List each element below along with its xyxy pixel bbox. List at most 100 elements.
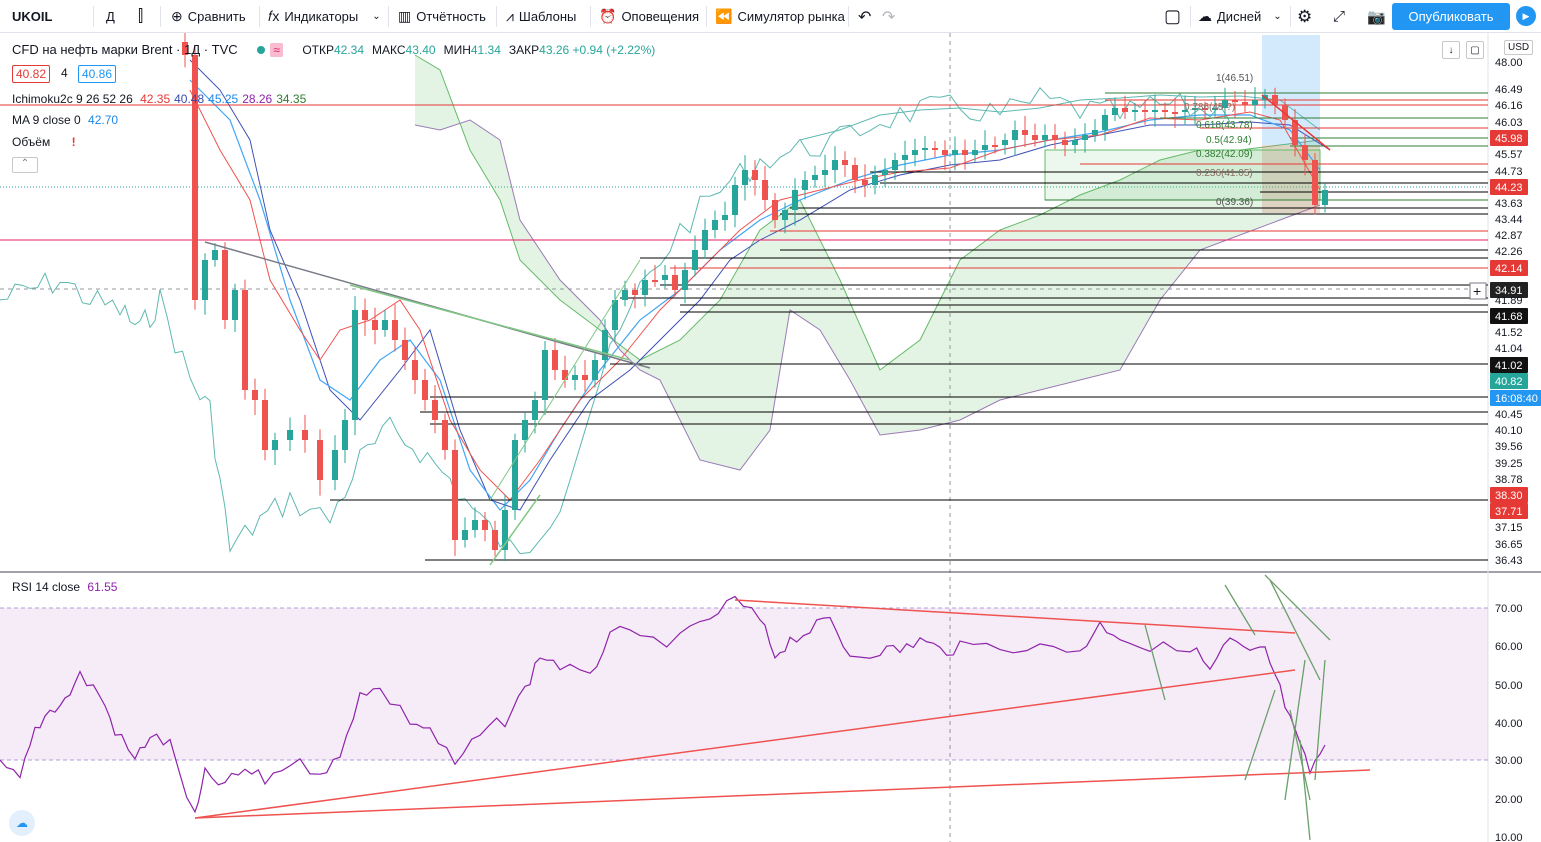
ichimoku-value: 34.35 [276,92,307,106]
eye-toggle[interactable] [257,46,266,54]
trend-lines[interactable]: 1(46.51) 0.786(45.?) 0.618(43.78) 0.5(42.94… [204,73,1331,566]
candle-body [822,170,828,175]
ohlc-item: МИН41.34 [444,43,505,57]
candle-body [722,215,728,220]
volume-legend: Объём ! [12,135,80,149]
play-icon[interactable]: ▶ [1516,6,1536,26]
alerts-button[interactable]: ⏰ Оповещения [599,0,699,33]
candle-body [192,55,198,300]
ask-price[interactable]: 40.86 [78,65,117,83]
price-tick: 42.14 [1495,263,1523,275]
price-tick: 45.98 [1495,133,1523,145]
rsi-trend-line [194,769,1371,819]
cloud-area [415,55,1320,470]
price-tick: 40.45 [1495,409,1523,421]
candle-body [1152,110,1158,112]
cloud-icon: ☁ [1198,8,1212,24]
price-tick: 44.23 [1495,182,1523,194]
approx-icon[interactable]: ≈ [270,43,283,57]
price-tick: 40.10 [1495,425,1523,437]
interval-button[interactable]: Д [106,9,115,24]
candle-body [1182,110,1188,112]
candle-body [742,170,748,185]
candle-body [882,170,888,175]
candle-body [1092,130,1098,135]
rsi-tick: 30.00 [1495,755,1523,767]
add-level-button [1469,282,1487,300]
bar-chart-icon: ▥ [398,8,412,24]
rsi-sketch-line [1144,624,1166,701]
spread-value: 4 [61,66,68,80]
candles-icon[interactable]: ⫿ [138,7,144,25]
arrow-down-icon[interactable]: ↓ [1442,41,1460,59]
price-tick: 39.56 [1495,441,1523,453]
price-tick: 45.57 [1495,149,1523,161]
trend-line [1261,94,1331,151]
horizontal-levels[interactable] [0,92,1488,561]
ohlc-item: МАКС43.40 [372,43,440,57]
divider [1190,6,1191,27]
divider [160,6,161,27]
candle-body [662,275,668,280]
trend-line [489,259,641,501]
currency-label[interactable]: USD [1504,40,1534,55]
rewind-icon: ⏪ [715,8,733,24]
price-axis[interactable]: 48.00 46.49 46.16 46.03 45.98 45.57 44.73 44.23… [1469,57,1541,842]
collapse-legend-button[interactable]: ⌃ [12,157,38,173]
indicators-button[interactable]: 𝑓x Индикаторы ⌄ [268,0,381,33]
candle-body [622,290,628,300]
price-badge [1490,390,1541,406]
price-tick: 46.49 [1495,84,1523,96]
undo-icon[interactable]: ↶ [858,8,872,26]
templates-icon: ⩘ [506,8,514,24]
layout-button[interactable]: ☁ Дисней ⌄ [1198,0,1282,33]
camera-icon[interactable]: 📷 [1367,8,1386,26]
candle-body [952,150,958,155]
candle-body [632,290,638,295]
maximize-icon[interactable]: ▢ [1466,41,1484,59]
expand-icon[interactable]: ⤢ [1333,8,1346,25]
price-badge [1490,503,1528,519]
candle-body [552,350,558,370]
gear-icon[interactable]: ⚙ [1297,6,1313,26]
price-tick: 36.65 [1495,539,1523,551]
financials-button[interactable]: ▥ Отчётность [398,0,486,33]
candle-body [612,300,618,330]
tradingview-logo-icon[interactable]: ☁ [9,810,35,836]
divider [496,6,497,27]
candle-body [1012,130,1018,140]
fib-label: 0.5(42.94) [1206,135,1252,146]
candle-body [1242,102,1248,105]
publish-button[interactable]: Опубликовать [1392,3,1510,30]
candle-body [982,145,988,150]
candle-body [402,340,408,360]
candle-body [302,430,308,440]
candle-body [522,420,528,440]
templates-button[interactable]: ⩘ Шаблоны [506,0,576,33]
ohlc-value: 41.34 [470,43,501,57]
price-badge [1490,308,1528,324]
price-tick: 44.73 [1495,166,1523,178]
fib-label: 0.618(43.78) [1196,120,1253,131]
ohlc-item: ОТКР42.34 [302,43,368,57]
divider [93,6,94,27]
plus-icon: + [1473,283,1481,299]
replay-button[interactable]: ⏪ Симулятор рынка [715,0,845,33]
warning-icon[interactable]: ! [71,135,76,149]
fullscreen-frame-icon[interactable]: ▢ [1164,6,1182,26]
price-tick: 41.02 [1495,360,1523,372]
compare-label: Сравнить [187,9,246,24]
bid-price[interactable]: 40.82 [12,65,51,83]
rsi-sketch-line [1289,709,1311,801]
candle-body [482,520,488,530]
price-badge [1490,487,1528,503]
redo-icon[interactable]: ↷ [882,8,896,26]
volume-label: Объём [12,135,51,149]
divider [590,6,591,27]
symbol-search[interactable]: UKOIL [12,9,53,24]
price-tick: 42.26 [1495,246,1523,258]
price-chart[interactable]: 1(46.51) 0.786(45.?) 0.618(43.78) 0.5(42.94… [0,33,1541,842]
candle-body [1112,108,1118,115]
ohlc-item: ЗАКР43.26 +0.94 (+2.22%) [509,43,659,57]
compare-button[interactable]: ⊕ Сравнить [171,0,246,33]
